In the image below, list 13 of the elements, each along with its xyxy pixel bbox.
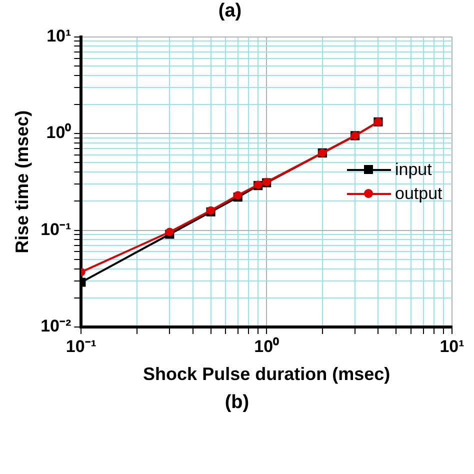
chart-title: (a) xyxy=(218,0,242,22)
y-axis-title: Rise time (msec) xyxy=(12,110,32,254)
text: (b) xyxy=(224,392,250,414)
legend-label: input xyxy=(395,160,432,180)
y-tick-label: 10⁰ xyxy=(46,123,72,142)
x-tick-label: 10⁻¹ xyxy=(66,336,97,356)
x-axis-title: Shock Pulse duration (msec) xyxy=(143,364,390,384)
y-tick-label: 10⁻¹ xyxy=(40,220,72,239)
x-tick-label: 10¹ xyxy=(440,336,465,356)
x-tick-label: 10⁰ xyxy=(254,336,280,356)
y-tick-label: 10⁻² xyxy=(40,316,72,336)
y-tick-label: 10¹ xyxy=(46,26,72,46)
legend-label: output xyxy=(395,184,442,204)
